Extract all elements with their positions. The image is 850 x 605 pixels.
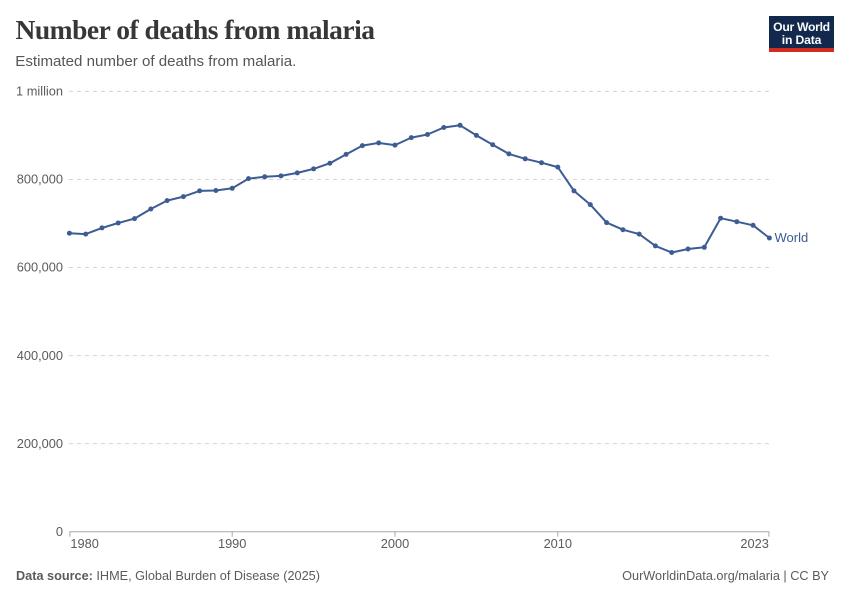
svg-text:Data source: IHME, Global Burd: Data source: IHME, Global Burden of Dise…: [16, 569, 320, 583]
svg-text:0: 0: [56, 524, 63, 539]
svg-text:Number of deaths from malaria: Number of deaths from malaria: [16, 14, 376, 45]
svg-text:in Data: in Data: [782, 33, 822, 47]
svg-text:400,000: 400,000: [17, 348, 63, 363]
svg-text:2010: 2010: [544, 536, 572, 551]
svg-text:OurWorldinData.org/malaria | C: OurWorldinData.org/malaria | CC BY: [622, 569, 829, 583]
svg-text:1990: 1990: [218, 536, 246, 551]
svg-text:Estimated number of deaths fro: Estimated number of deaths from malaria.: [15, 53, 296, 70]
svg-text:600,000: 600,000: [17, 260, 63, 275]
svg-text:Our World: Our World: [773, 20, 830, 34]
svg-text:200,000: 200,000: [17, 436, 63, 451]
svg-text:1 million: 1 million: [16, 84, 63, 99]
svg-text:World: World: [775, 230, 809, 245]
svg-text:800,000: 800,000: [17, 172, 63, 187]
svg-text:2000: 2000: [381, 536, 409, 551]
svg-text:1980: 1980: [70, 536, 98, 551]
svg-text:2023: 2023: [740, 536, 768, 551]
